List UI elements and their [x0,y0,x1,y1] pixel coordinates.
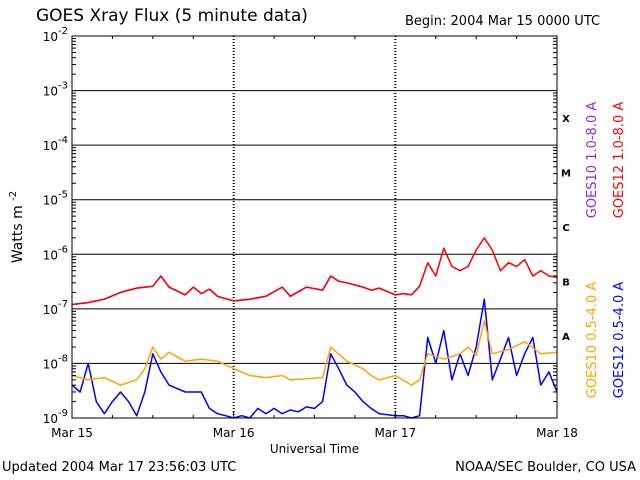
svg-text:Watts m -2: Watts m -2 [8,191,26,263]
plot-frame [71,35,558,419]
series-layer [71,237,558,419]
y-tick-label: 10-5 [43,190,68,208]
flare-class-label: X [562,114,570,125]
axis-ticks [71,36,558,418]
series-line [71,237,558,306]
begin-timestamp: Begin: 2004 Mar 15 0000 UTC [405,14,601,29]
x-tick-label: Mar 18 [536,426,578,440]
legend-entry: GOES12 0.5-4.0 A [612,282,627,399]
horizontal-gridlines [72,90,557,364]
y-tick-label: 10-4 [43,135,68,153]
y-axis-label: Watts m -2 [8,191,26,263]
x-tick-label: Mar 15 [51,426,93,440]
x-tick-label: Mar 17 [374,426,416,440]
day-divider-lines [232,36,397,418]
legend-entry: GOES10 1.0-8.0 A [585,102,600,219]
legend-entry: GOES12 1.0-8.0 A [612,102,627,219]
flare-class-label: A [562,332,570,343]
legend: GOES10 1.0-8.0 A GOES12 1.0-8.0 A GOES10 0… [585,102,627,399]
y-tick-labels: 10-2 10-3 10-4 10-5 10-6 10-7 10-8 10-9 [43,26,68,426]
legend-entry: GOES10 0.5-4.0 A [585,282,600,399]
y-tick-label: 10-6 [43,244,68,262]
y-tick-label: 10-2 [43,26,68,44]
y-tick-label: 10-8 [43,353,68,371]
x-tick-labels: Mar 15 Mar 16 Mar 17 Mar 18 [51,426,578,440]
flare-class-labels: X M C B A [561,114,571,343]
chart-title: GOES Xray Flux (5 minute data) [36,6,308,26]
flare-class-label: M [561,168,571,179]
flare-class-label: C [562,223,569,234]
x-axis-label: Universal Time [270,442,359,456]
credit-text: NOAA/SEC Boulder, CO USA [455,460,636,475]
updated-timestamp: Updated 2004 Mar 17 23:56:03 UTC [2,460,237,475]
y-tick-label: 10-7 [43,299,68,317]
series-line [71,320,558,386]
y-tick-label: 10-3 [43,81,68,99]
series-line [71,298,558,419]
y-tick-label: 10-9 [43,408,68,426]
x-tick-label: Mar 16 [213,426,255,440]
flare-class-label: B [562,278,570,289]
